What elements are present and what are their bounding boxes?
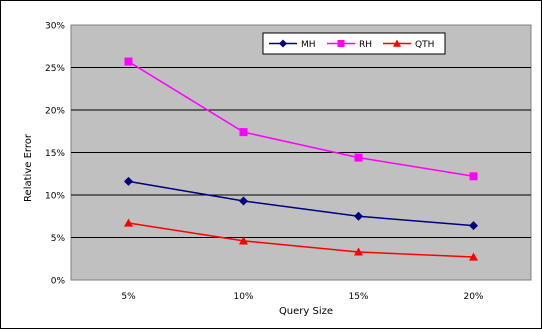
series-qth: [124, 218, 478, 261]
legend-entry: MH: [269, 39, 316, 50]
data-point: [239, 236, 248, 245]
series-line: [128, 180, 474, 227]
x-tick-label: 15%: [348, 292, 368, 302]
y-tick-label: 15%: [45, 149, 65, 159]
x-tick-label: 10%: [233, 292, 253, 302]
series-mh: [124, 176, 478, 231]
y-tick-label: 30%: [45, 22, 65, 32]
y-tick-label: 0%: [51, 277, 66, 287]
y-tick-label: 25%: [45, 64, 65, 74]
y-tick-label: 5%: [51, 234, 66, 244]
y-tick-label: 20%: [45, 107, 65, 117]
data-point: [393, 39, 401, 47]
legend-label: MH: [301, 40, 316, 50]
x-tick-label: 20%: [463, 292, 483, 302]
data-point: [124, 176, 133, 186]
x-axis-title: Query Size: [279, 306, 333, 317]
data-point: [124, 57, 133, 66]
data-point: [354, 211, 363, 221]
data-point: [337, 40, 345, 47]
x-tick-label: 5%: [121, 292, 136, 302]
legend-label: RH: [359, 40, 372, 50]
data-point: [239, 196, 248, 206]
data-point: [354, 153, 363, 162]
series-line: [128, 222, 474, 258]
data-point: [239, 128, 248, 137]
data-point: [469, 221, 478, 231]
gridlines: [71, 67, 531, 238]
legend-label: QTH: [415, 40, 434, 50]
y-tick-label: 10%: [45, 192, 65, 202]
series-rh: [124, 57, 478, 181]
series-layer: [124, 57, 478, 261]
legend-entry: RH: [327, 40, 372, 50]
data-point: [279, 39, 287, 48]
axes: 0% 5% 10% 15% 20% 25% 30% 5% 10% 15% 20%: [45, 22, 484, 303]
data-point: [469, 172, 478, 181]
legend: MH RH QTH: [262, 32, 446, 55]
series-line: [128, 60, 474, 178]
data-point: [354, 247, 363, 256]
data-point: [469, 252, 478, 261]
data-point: [124, 218, 133, 227]
legend-entry: QTH: [383, 39, 434, 50]
y-axis-title: Relative Error: [23, 133, 34, 202]
